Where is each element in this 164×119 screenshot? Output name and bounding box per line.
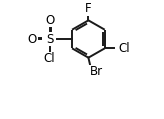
Text: Br: Br (89, 65, 102, 78)
Text: Cl: Cl (44, 52, 55, 65)
Text: F: F (85, 2, 92, 15)
Text: O: O (28, 32, 37, 45)
Text: S: S (46, 32, 53, 45)
Text: O: O (45, 14, 54, 27)
Text: Cl: Cl (118, 42, 130, 55)
